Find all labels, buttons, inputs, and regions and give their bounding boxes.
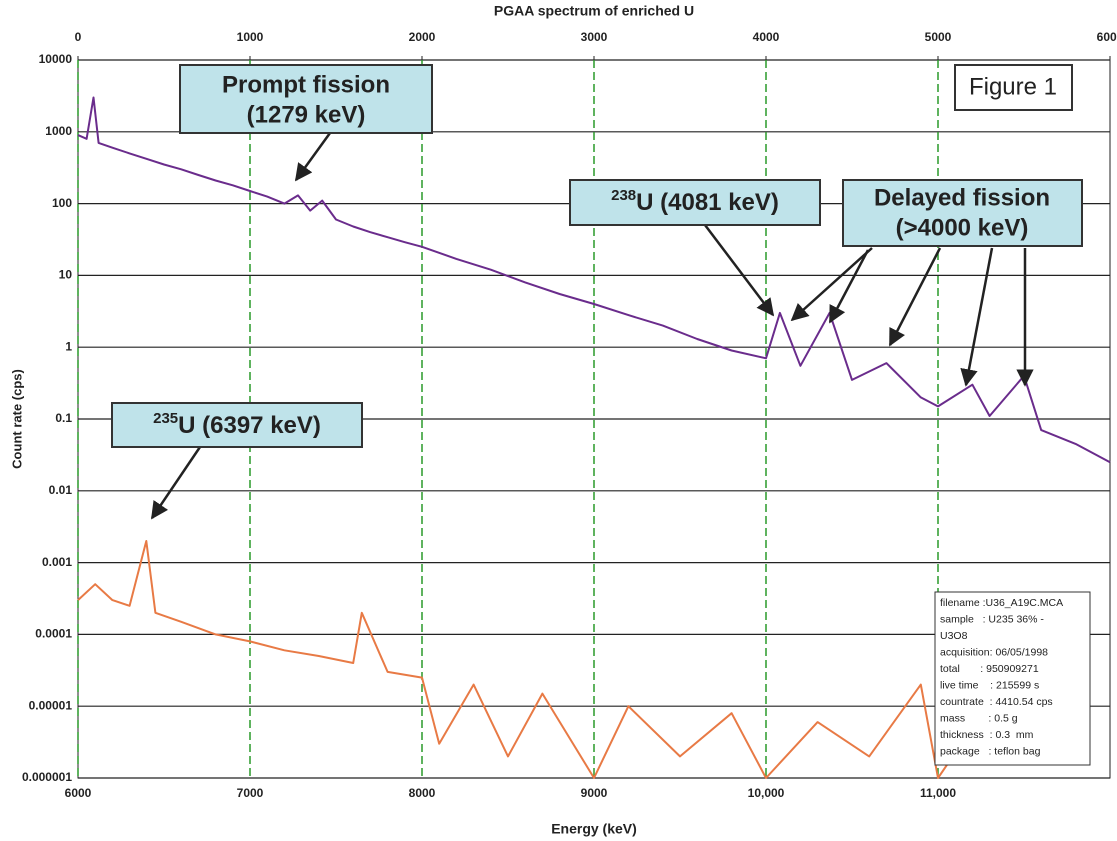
annotation-box bbox=[842, 179, 1083, 247]
x2-tick-label: 0 bbox=[75, 30, 82, 44]
x-axis-label: Energy (keV) bbox=[551, 821, 637, 837]
info-box bbox=[934, 591, 1091, 766]
annotation-text: Prompt fission bbox=[222, 71, 390, 98]
y-axis-label: Count rate (cps) bbox=[9, 369, 24, 469]
arrow bbox=[790, 247, 873, 322]
x2-tick-label: 1000 bbox=[237, 30, 264, 44]
arrow bbox=[294, 132, 332, 182]
annotation-text: U (4081 keV) bbox=[636, 189, 779, 216]
annotation-text: U (6397 keV) bbox=[178, 412, 321, 439]
arrow bbox=[960, 247, 994, 387]
annotation-text: (1279 keV) bbox=[247, 101, 366, 128]
annotation-box bbox=[569, 179, 821, 226]
x2-tick-label: 6000 bbox=[1097, 30, 1117, 44]
superscript: 235 bbox=[153, 410, 178, 427]
info-line: mass : 0.5 g bbox=[940, 712, 1018, 724]
annotation-text: (>4000 keV) bbox=[896, 214, 1029, 241]
info-line: thickness : 0.3 mm bbox=[940, 729, 1034, 741]
x2-tick-label: 3000 bbox=[581, 30, 608, 44]
info-line: total : 950909271 bbox=[940, 663, 1039, 675]
y-tick-label: 0.0001 bbox=[35, 627, 72, 641]
annotation-box bbox=[111, 402, 363, 448]
x-tick-label: 10,000 bbox=[748, 786, 785, 800]
x-tick-label: 6000 bbox=[65, 786, 92, 800]
y-tick-label: 0.001 bbox=[42, 555, 72, 569]
x2-tick-label: 2000 bbox=[409, 30, 436, 44]
figure-label: Figure 1 bbox=[969, 73, 1057, 100]
y-tick-label: 0.000001 bbox=[22, 770, 72, 784]
info-line: filename :U36_A19C.MCA bbox=[940, 597, 1063, 609]
x-tick-label: 7000 bbox=[237, 786, 264, 800]
arrow bbox=[704, 224, 775, 317]
superscript: 238 bbox=[611, 187, 636, 204]
arrow bbox=[888, 247, 942, 347]
arrow bbox=[828, 249, 870, 324]
annotation-boxes bbox=[111, 64, 1091, 766]
series-line bbox=[77, 96, 1111, 464]
y-tick-label: 1000 bbox=[45, 124, 72, 138]
x-tick-label: 9000 bbox=[581, 786, 608, 800]
info-line: live time : 215599 s bbox=[940, 679, 1039, 691]
series-line bbox=[77, 540, 1060, 779]
info-line: U3O8 bbox=[940, 630, 968, 642]
y-tick-label: 100 bbox=[52, 196, 72, 210]
x-tick-label: 8000 bbox=[409, 786, 436, 800]
y-tick-label: 10 bbox=[59, 268, 73, 282]
y-tick-label: 0.00001 bbox=[29, 698, 73, 712]
info-line: acquisition: 06/05/1998 bbox=[940, 646, 1048, 658]
arrow bbox=[150, 446, 202, 520]
info-line: countrate : 4410.54 cps bbox=[940, 696, 1053, 708]
annotation-text: 238U (4081 keV) bbox=[611, 187, 779, 216]
x2-tick-label: 4000 bbox=[753, 30, 780, 44]
chart-title: PGAA spectrum of enriched U bbox=[494, 3, 694, 19]
y-tick-label: 10000 bbox=[39, 52, 73, 66]
series-group bbox=[77, 96, 1111, 779]
annotation-box bbox=[954, 64, 1073, 111]
info-line: package : teflon bag bbox=[940, 745, 1041, 757]
y-tick-label: 0.1 bbox=[55, 411, 72, 425]
annotation-text: Delayed fission bbox=[874, 184, 1050, 211]
info-line: sample : U235 36% - bbox=[940, 613, 1044, 625]
annotations bbox=[150, 132, 1034, 520]
annotation-text: 235U (6397 keV) bbox=[153, 410, 321, 439]
annotation-box bbox=[179, 64, 433, 134]
y-tick-label: 1 bbox=[65, 339, 72, 353]
x-tick-label: 11,000 bbox=[920, 786, 956, 800]
x2-tick-label: 5000 bbox=[925, 30, 952, 44]
y-tick-label: 0.01 bbox=[49, 483, 73, 497]
